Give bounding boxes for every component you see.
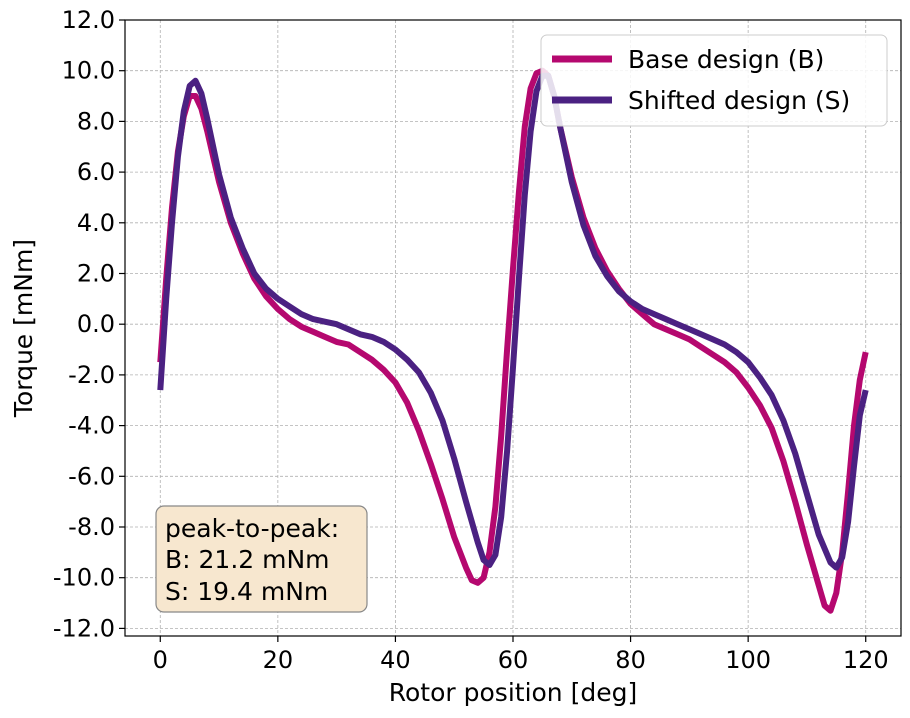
x-tick-label: 60 [498, 646, 529, 674]
annotation-line-3: S: 19.4 mNm [165, 577, 328, 606]
legend: Base design (B) Shifted design (S) [540, 34, 888, 127]
y-tick-label: -2.0 [68, 361, 115, 389]
x-tick-label: 80 [615, 646, 646, 674]
y-tick-label: 12.0 [62, 6, 115, 34]
y-tick-label: 6.0 [77, 158, 115, 186]
x-tick-label: 120 [843, 646, 889, 674]
y-tick-label: -8.0 [68, 513, 115, 541]
y-axis-ticks: 12.0 10.0 8.0 6.0 4.0 2.0 0.0 -2.0 -4.0 -6.0 -8.0 -… [53, 6, 125, 642]
y-tick-label: 4.0 [77, 209, 115, 237]
y-tick-label: 8.0 [77, 107, 115, 135]
x-tick-label: 20 [263, 646, 294, 674]
series-line-shifted-design [157, 72, 869, 571]
series-layer [157, 67, 869, 614]
y-tick-label: 0.0 [77, 310, 115, 338]
annotation-line-1: peak-to-peak: [165, 514, 339, 543]
x-axis-label: Rotor position [deg] [389, 678, 637, 707]
annotation-box [155, 505, 368, 613]
legend-label-base: Base design (B) [628, 45, 824, 74]
y-axis-label: Torque [mNm] [9, 239, 38, 418]
x-tick-label: 100 [725, 646, 771, 674]
x-axis-ticks: 0 20 40 60 80 100 120 [153, 636, 889, 674]
y-tick-label: 2.0 [77, 259, 115, 287]
y-tick-label: 10.0 [62, 57, 115, 85]
legend-box [540, 34, 888, 127]
y-tick-label: -4.0 [68, 412, 115, 440]
x-tick-label: 0 [153, 646, 168, 674]
y-tick-label: -6.0 [68, 462, 115, 490]
x-tick-label: 40 [380, 646, 411, 674]
annotation-line-2: B: 21.2 mNm [165, 545, 330, 574]
legend-label-shifted: Shifted design (S) [628, 86, 850, 115]
y-tick-label: -12.0 [53, 614, 115, 642]
y-tick-label: -10.0 [53, 564, 115, 592]
peak-to-peak-annotation: peak-to-peak: B: 21.2 mNm S: 19.4 mNm [155, 505, 368, 613]
